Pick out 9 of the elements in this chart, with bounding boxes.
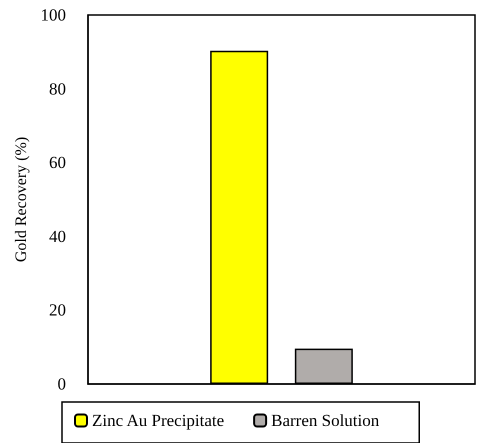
y-tick-label: 60 xyxy=(49,153,66,172)
y-tick-label: 20 xyxy=(49,300,66,320)
y-tick-label: 0 xyxy=(58,374,66,394)
legend-label: Zinc Au Precipitate xyxy=(92,411,224,430)
y-axis-title: Gold Recovery (%) xyxy=(13,136,30,262)
y-tick-label: 40 xyxy=(49,226,66,246)
legend-label: Barren Solution xyxy=(271,411,380,430)
y-tick-label: 100 xyxy=(40,6,66,24)
y-tick-label: 80 xyxy=(49,79,66,98)
